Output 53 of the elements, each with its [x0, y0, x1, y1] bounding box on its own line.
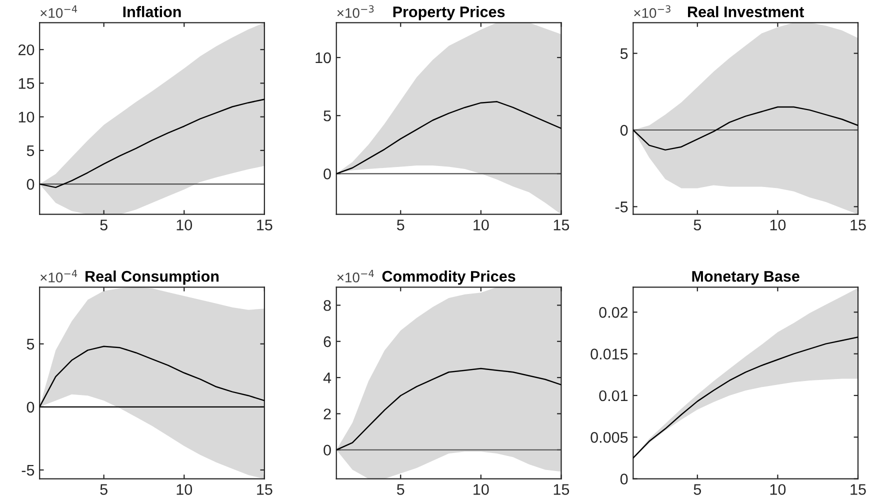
- text: ×10$^{−3}$: [634, 5, 670, 18]
- y-tick-label: 0.015: [590, 348, 628, 360]
- y-tick-label: 0: [620, 124, 628, 136]
- text: ×10$^{−3}$: [337, 5, 374, 18]
- text: ×10$^{−4}$: [40, 270, 78, 282]
- y-tick-label: 2: [324, 408, 331, 420]
- y-tick-label: 0: [26, 178, 34, 190]
- y-tick-label: 20: [18, 44, 34, 56]
- chart-title: Property Prices: [393, 6, 505, 20]
- x-tick-label: 15: [554, 220, 570, 230]
- y-tick-label: 0.005: [590, 432, 628, 443]
- x-tick-label: 10: [770, 220, 786, 230]
- y-tick-label: -5: [615, 202, 628, 212]
- y-tick-label: 10: [18, 112, 34, 123]
- x-tick-label: 10: [176, 484, 192, 495]
- x-tick-label: 5: [100, 484, 108, 495]
- chart-title: Monetary Base: [692, 271, 800, 285]
- x-tick-label: 10: [176, 220, 192, 230]
- y-tick-label: 4: [323, 372, 332, 384]
- x-tick-label: 15: [257, 220, 272, 230]
- y-tick-label: 0: [620, 474, 628, 484]
- x-tick-label: 5: [396, 484, 404, 495]
- y-tick-label: 6: [324, 336, 331, 348]
- x-tick-label: 5: [694, 484, 702, 495]
- text: ×10$^{−4}$: [40, 5, 78, 18]
- x-tick-label: 10: [770, 484, 786, 495]
- chart-title: Real Consumption: [86, 270, 219, 285]
- x-tick-label: 15: [850, 220, 866, 230]
- x-tick-label: 15: [257, 484, 272, 495]
- y-tick-label: 8: [324, 300, 331, 311]
- y-tick-label: 0.01: [599, 390, 628, 402]
- chart-title: Real Investment: [688, 6, 804, 18]
- y-tick-label: -5: [22, 465, 34, 476]
- x-tick-label: 5: [396, 220, 404, 230]
- chart-title: Inflation: [123, 6, 181, 18]
- x-tick-label: 10: [474, 484, 489, 495]
- x-tick-label: 5: [694, 220, 702, 230]
- y-tick-label: 0: [324, 444, 331, 456]
- x-tick-label: 5: [100, 220, 108, 230]
- y-tick-label: 0: [26, 402, 34, 413]
- x-tick-label: 15: [850, 484, 866, 495]
- y-tick-label: 5: [324, 110, 331, 122]
- y-tick-label: 10: [316, 52, 331, 64]
- y-tick-label: 0.02: [599, 307, 628, 318]
- y-tick-label: 5: [620, 48, 628, 60]
- text: ×10$^{−4}$: [337, 270, 374, 282]
- chart-title: Commodity Prices: [382, 270, 516, 285]
- y-tick-label: 5: [26, 338, 34, 350]
- y-tick-label: 15: [18, 78, 34, 89]
- y-tick-label: 0: [324, 168, 331, 180]
- x-tick-label: 15: [554, 484, 570, 495]
- y-tick-label: 5: [26, 145, 34, 156]
- x-tick-label: 10: [474, 220, 489, 230]
